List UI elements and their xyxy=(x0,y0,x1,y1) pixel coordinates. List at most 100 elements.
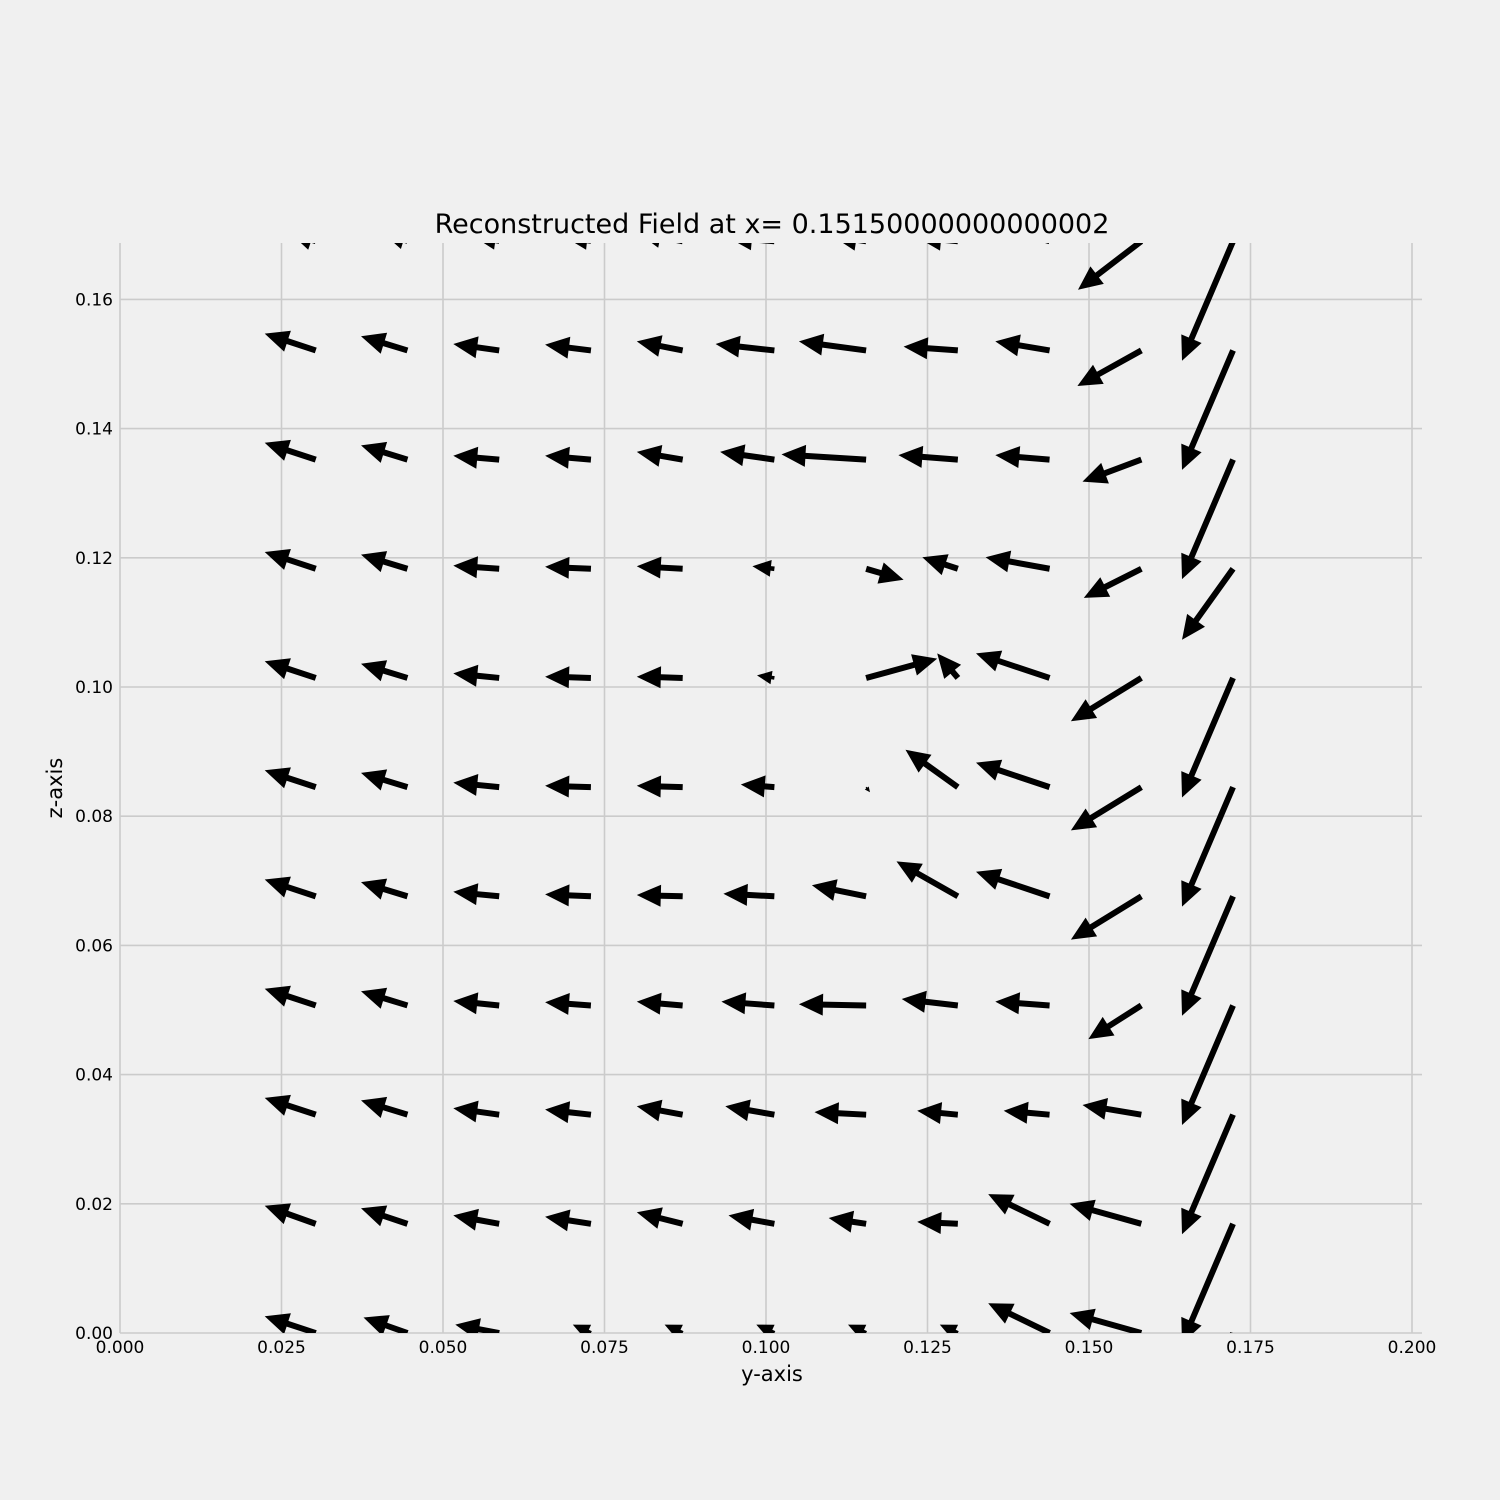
vector-arrow xyxy=(361,660,409,682)
vector-arrow xyxy=(455,1318,500,1333)
vector-arrow xyxy=(264,658,317,681)
vector-arrow xyxy=(1181,1004,1236,1125)
x-tick-label: 0.125 xyxy=(903,1338,952,1358)
vector-arrow xyxy=(361,1205,409,1227)
vector-arrow xyxy=(545,1101,592,1124)
vector-arrow xyxy=(926,243,958,251)
vector-arrow xyxy=(985,550,1051,573)
vector-arrow xyxy=(1182,567,1236,640)
vector-arrow xyxy=(636,1099,684,1122)
vector-arrow xyxy=(757,670,775,685)
x-tick-label: 0.050 xyxy=(419,1338,468,1358)
vector-arrow xyxy=(361,769,409,791)
y-tick-label: 0.02 xyxy=(75,1195,113,1215)
y-tick-label: 0.06 xyxy=(75,936,113,956)
vector-arrow xyxy=(976,650,1051,681)
vector-arrow xyxy=(1082,1098,1142,1120)
y-tick-label: 0.12 xyxy=(75,549,113,569)
vector-arrow xyxy=(264,767,317,790)
vector-arrow xyxy=(1082,456,1143,484)
vector-arrow xyxy=(361,332,409,354)
vector-arrow xyxy=(1229,1332,1234,1333)
vector-arrow xyxy=(988,1194,1051,1227)
vector-arrow xyxy=(1181,676,1236,798)
x-tick-label: 0.150 xyxy=(1065,1338,1114,1358)
vector-arrow xyxy=(905,749,960,790)
vector-arrow xyxy=(740,775,775,798)
vector-arrow xyxy=(939,1324,959,1333)
vector-arrow xyxy=(636,335,684,357)
vector-arrow xyxy=(811,879,867,901)
x-tick-label: 0.100 xyxy=(742,1338,791,1358)
vector-arrow xyxy=(1181,458,1236,580)
vector-arrow xyxy=(636,1207,684,1229)
x-tick-label: 0.200 xyxy=(1388,1338,1437,1358)
vector-arrow xyxy=(636,992,683,1015)
vector-arrow xyxy=(1181,243,1236,361)
vector-arrow xyxy=(715,335,775,358)
vector-arrow xyxy=(1070,893,1143,940)
vector-arrow xyxy=(1069,1199,1143,1227)
vector-arrow xyxy=(545,446,592,469)
vector-arrow xyxy=(1181,1222,1236,1333)
vector-arrow xyxy=(545,775,591,798)
vector-arrow xyxy=(264,1313,317,1333)
vector-arrow xyxy=(636,775,683,798)
vector-arrow xyxy=(917,1212,958,1234)
vector-arrow xyxy=(937,653,962,680)
x-tick-label: 0.075 xyxy=(580,1338,629,1358)
vector-arrow xyxy=(995,992,1050,1015)
vector-arrow xyxy=(1045,243,1050,245)
vector-arrows xyxy=(264,243,1236,1333)
vector-arrow xyxy=(361,878,409,900)
y-axis-label: z-axis xyxy=(43,758,67,819)
vector-arrow xyxy=(453,774,500,796)
vector-arrow xyxy=(636,884,683,907)
x-tick-label: 0.025 xyxy=(257,1338,306,1358)
x-tick-labels: 0.000 0.025 0.050 0.075 0.100 0.125 0.150 0.175… xyxy=(96,1338,1437,1358)
vector-arrow xyxy=(453,1100,500,1123)
vector-arrow xyxy=(728,1208,775,1231)
vector-arrow xyxy=(1083,566,1143,598)
vector-arrow xyxy=(976,868,1051,900)
vector-arrow xyxy=(1181,895,1236,1016)
vector-arrow xyxy=(636,445,684,467)
y-tick-label: 0.04 xyxy=(75,1066,113,1086)
vector-arrow xyxy=(300,243,316,250)
vector-arrow xyxy=(264,549,317,572)
vector-arrow xyxy=(898,445,959,468)
y-tick-label: 0.14 xyxy=(75,420,113,440)
vector-arrow xyxy=(453,883,500,906)
vector-arrow xyxy=(1077,347,1143,386)
vector-arrow xyxy=(264,330,317,354)
y-tick-label: 0.10 xyxy=(75,678,113,698)
vector-arrow xyxy=(636,666,683,689)
vector-arrow xyxy=(361,551,409,573)
vector-arrow xyxy=(394,243,407,249)
vector-arrow xyxy=(865,654,938,681)
vector-arrow xyxy=(361,1096,409,1118)
vector-arrow xyxy=(781,444,867,467)
x-axis-label: y-axis xyxy=(741,1362,803,1386)
vector-arrow xyxy=(453,336,500,359)
vector-arrow xyxy=(453,556,500,579)
y-tick-label: 0.16 xyxy=(75,290,113,310)
vector-arrow xyxy=(363,1315,409,1333)
grid-lines xyxy=(119,243,1422,1334)
vector-arrow xyxy=(720,444,775,467)
vector-arrow xyxy=(264,1094,317,1118)
vector-arrow xyxy=(664,1324,684,1333)
y-tick-label: 0.08 xyxy=(75,807,113,827)
vector-arrow xyxy=(1181,786,1236,907)
vector-arrow xyxy=(995,446,1050,468)
vector-arrow xyxy=(1070,675,1143,722)
vector-arrow xyxy=(545,556,592,579)
y-tick-label: 0.00 xyxy=(75,1324,113,1344)
vector-arrow xyxy=(752,560,775,577)
vector-arrow xyxy=(721,992,775,1015)
vector-arrow xyxy=(1070,784,1143,831)
vector-arrow xyxy=(901,990,959,1013)
vector-arrow xyxy=(988,1303,1051,1333)
vector-arrow xyxy=(995,334,1051,357)
